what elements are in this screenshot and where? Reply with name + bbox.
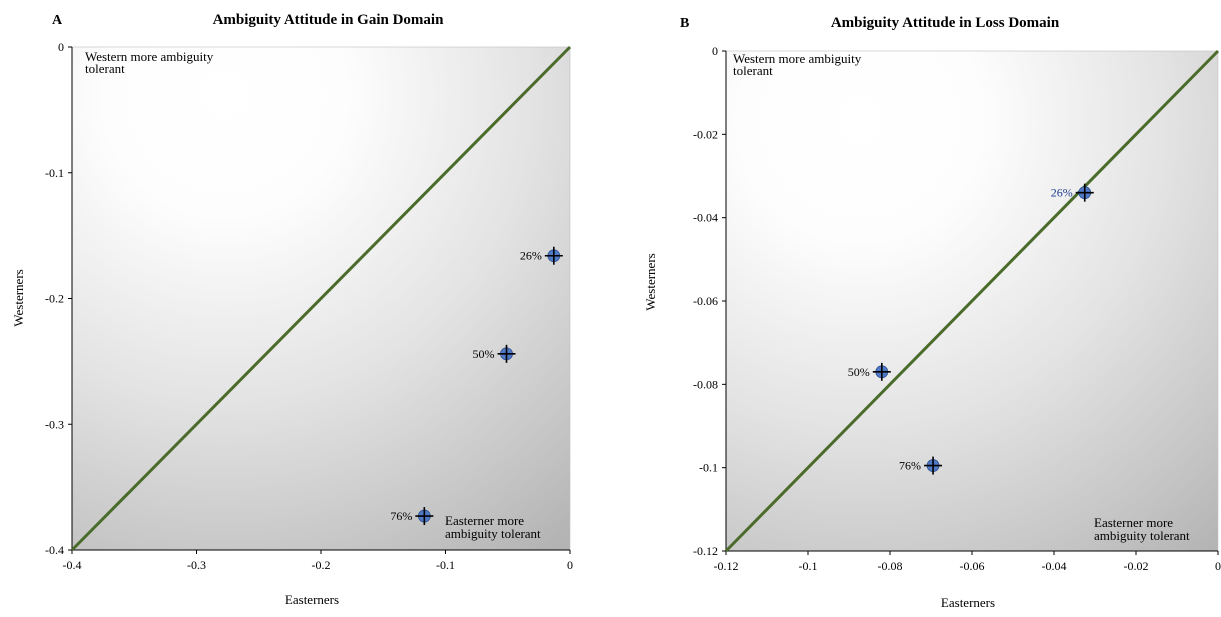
y-tick-label: -0.1	[699, 461, 718, 475]
data-marks: 26% 50% 76%	[70, 45, 572, 552]
panel-letter: B	[680, 16, 689, 31]
chart-panel-b: B Ambiguity Attitude in Loss Domain East…	[643, 15, 1221, 610]
data-point: 50%	[473, 344, 516, 363]
diagonal-line	[70, 45, 572, 552]
chart-panel-a: A Ambiguity Attitude in Gain Domain East…	[11, 12, 573, 607]
data-marks: 26% 50% 76%	[724, 49, 1220, 553]
corner-line-2: ambiguity tolerant	[1094, 528, 1190, 543]
corner-annotation-top-left: Western more ambiguity tolerant	[85, 49, 216, 76]
x-tick-label: 0	[567, 558, 573, 572]
y-tick-label: -0.06	[693, 294, 718, 308]
x-tick-label: -0.3	[187, 558, 206, 572]
y-tick-label: -0.08	[693, 377, 718, 391]
data-point: 76%	[899, 456, 943, 475]
corner-annotation-bottom-right: Easterner more ambiguity tolerant	[445, 513, 541, 541]
corner-line-1: Western more ambiguity	[733, 51, 862, 66]
x-tick-label: -0.04	[1042, 559, 1067, 573]
y-tick-label: -0.4	[45, 543, 64, 557]
diagonal-line	[724, 49, 1220, 553]
x-tick-label: -0.08	[878, 559, 903, 573]
y-tick-label: -0.02	[693, 127, 718, 141]
x-axis-label: Easterners	[941, 595, 995, 610]
corner-line-2: ambiguity tolerant	[445, 526, 541, 541]
y-tick-label: -0.3	[45, 417, 64, 431]
point-label: 76%	[899, 459, 921, 473]
x-tick-label: -0.4	[63, 558, 82, 572]
point-label: 26%	[520, 249, 542, 263]
chart-title: Ambiguity Attitude in Gain Domain	[213, 12, 445, 28]
axis-ticks: -0.4 -0.3 -0.2 -0.1 0 0 -0.1 -0.2 -0.3 -0.4	[45, 40, 573, 572]
panel-letter: A	[52, 13, 63, 28]
x-tick-label: -0.12	[714, 559, 739, 573]
y-axis-label: Westerners	[643, 253, 658, 310]
y-tick-label: -0.04	[693, 211, 718, 225]
axis-ticks: -0.12 -0.1 -0.08 -0.06 -0.04 -0.02 0 0 -0.02 -0.0…	[693, 44, 1221, 573]
y-tick-label: 0	[712, 44, 718, 58]
point-label: 50%	[848, 365, 870, 379]
corner-annotation-bottom-right: Easterner more ambiguity tolerant	[1094, 515, 1190, 543]
corner-line-2: tolerant	[85, 61, 125, 76]
point-label: 76%	[390, 509, 412, 523]
data-point: 26%	[520, 246, 563, 265]
x-tick-label: -0.1	[436, 558, 455, 572]
y-tick-label: 0	[58, 40, 64, 54]
x-tick-label: -0.02	[1124, 559, 1149, 573]
x-tick-label: -0.2	[312, 558, 331, 572]
point-label: 50%	[473, 347, 495, 361]
corner-line-1: Easterner more	[445, 513, 524, 528]
data-point: 26%	[1051, 183, 1094, 202]
chart-title: Ambiguity Attitude in Loss Domain	[831, 15, 1060, 31]
corner-line-1: Easterner more	[1094, 515, 1173, 530]
x-tick-label: 0	[1215, 559, 1221, 573]
data-point: 76%	[390, 507, 434, 526]
y-tick-label: -0.12	[693, 544, 718, 558]
x-axis-label: Easterners	[285, 592, 339, 607]
corner-line-1: Western more ambiguity	[85, 49, 214, 64]
corner-line-2: tolerant	[733, 63, 773, 78]
y-tick-label: -0.1	[45, 166, 64, 180]
y-tick-label: -0.2	[45, 292, 64, 306]
y-axis-label: Westerners	[11, 269, 26, 326]
x-tick-label: -0.06	[960, 559, 985, 573]
data-point: 50%	[848, 362, 891, 381]
x-tick-label: -0.1	[799, 559, 818, 573]
point-label: 26%	[1051, 186, 1073, 200]
corner-annotation-top-left: Western more ambiguity tolerant	[733, 51, 864, 78]
